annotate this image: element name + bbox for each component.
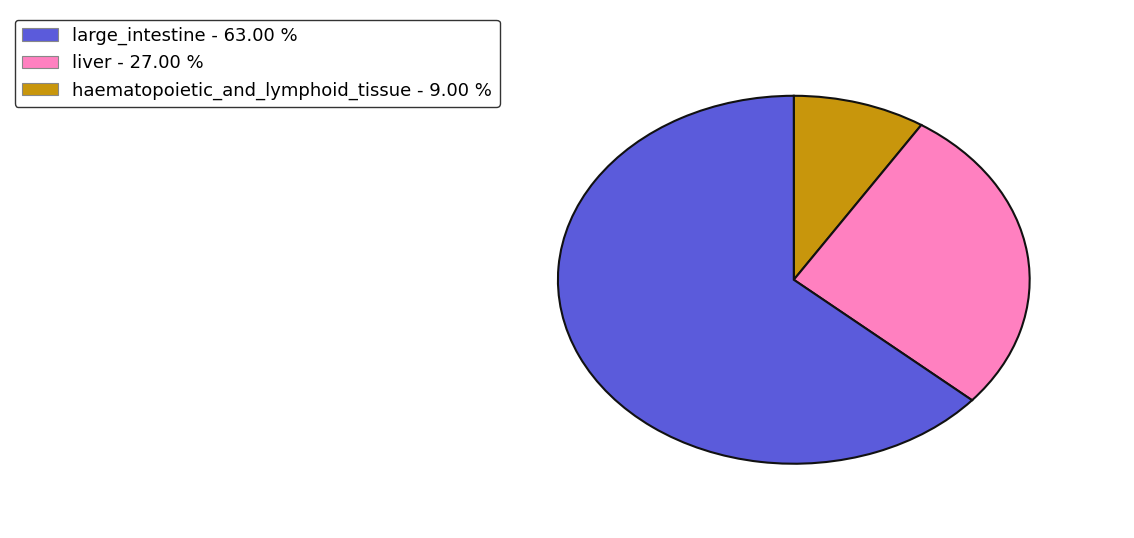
Wedge shape [794,125,1030,400]
Legend: large_intestine - 63.00 %, liver - 27.00 %, haematopoietic_and_lymphoid_tissue -: large_intestine - 63.00 %, liver - 27.00… [15,20,500,107]
Wedge shape [794,96,921,280]
Wedge shape [558,96,972,464]
